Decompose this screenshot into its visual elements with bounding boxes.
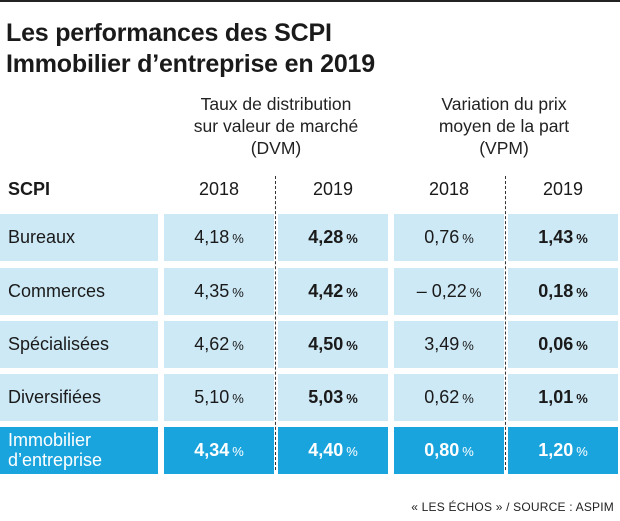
table-row-diversifiees: Diversifiées 5,10% 5,03% 0,62% 1,01% bbox=[0, 374, 620, 421]
value: 5,03 bbox=[308, 387, 344, 407]
dvm-header-line-1: Taux de distribution bbox=[200, 94, 352, 114]
value: 4,40 bbox=[308, 440, 344, 460]
value: 4,42 bbox=[308, 281, 344, 301]
dvm-2019-cell: 5,03% bbox=[278, 374, 388, 421]
unit-label: % bbox=[462, 338, 474, 353]
value: – 0,22 bbox=[416, 281, 467, 301]
vpm-2018-header: 2018 bbox=[428, 179, 470, 199]
unit-label: % bbox=[346, 231, 358, 246]
row-label: Commerces bbox=[0, 268, 158, 315]
vpm-2018-cell: – 0,22% bbox=[394, 268, 504, 315]
value: 4,18 bbox=[194, 227, 230, 247]
table-row-commerces: Commerces 4,35% 4,42% – 0,22% 0,18% bbox=[0, 268, 620, 315]
total-row-label: Immobilier d’entreprise bbox=[0, 427, 158, 474]
column-divider-vpm bbox=[505, 176, 506, 470]
title-line-2: Immobilier d’entreprise en 2019 bbox=[6, 50, 375, 78]
vpm-header-line-2: moyen de la part bbox=[438, 116, 570, 136]
unit-label: % bbox=[346, 444, 358, 459]
value: 4,34 bbox=[194, 440, 230, 460]
value: 4,35 bbox=[194, 281, 230, 301]
unit-label: % bbox=[346, 391, 358, 406]
unit-label: % bbox=[462, 231, 474, 246]
value: 5,10 bbox=[194, 387, 230, 407]
table-row-bureaux: Bureaux 4,18% 4,28% 0,76% 1,43% bbox=[0, 214, 620, 261]
dvm-2018-cell: 4,34% bbox=[164, 427, 274, 474]
value: 3,49 bbox=[424, 334, 460, 354]
vpm-2018-cell: 3,49% bbox=[394, 321, 504, 368]
unit-label: % bbox=[576, 391, 588, 406]
dvm-header-line-3: (DVM) bbox=[250, 138, 302, 158]
dvm-header-line-2: sur valeur de marché bbox=[193, 116, 359, 136]
unit-label: % bbox=[346, 338, 358, 353]
total-label-line-1: Immobilier bbox=[8, 430, 92, 450]
unit-label: % bbox=[576, 444, 588, 459]
value: 4,62 bbox=[194, 334, 230, 354]
unit-label: % bbox=[462, 391, 474, 406]
value: 0,62 bbox=[424, 387, 460, 407]
unit-label: % bbox=[462, 444, 474, 459]
dvm-2018-cell: 4,62% bbox=[164, 321, 274, 368]
unit-label: % bbox=[469, 285, 482, 300]
dvm-2019-cell: 4,28% bbox=[278, 214, 388, 261]
dvm-2018-cell: 4,18% bbox=[164, 214, 274, 261]
unit-label: % bbox=[232, 285, 244, 300]
dvm-2018-cell: 5,10% bbox=[164, 374, 274, 421]
table-row-specialisees: Spécialisées 4,62% 4,50% 3,49% 0,06% bbox=[0, 321, 620, 368]
unit-label: % bbox=[346, 285, 358, 300]
value: 4,50 bbox=[308, 334, 344, 354]
vpm-2019-cell: 0,18% bbox=[508, 268, 618, 315]
vpm-header-line-3: (VPM) bbox=[479, 138, 529, 158]
vpm-2019-cell: 1,20% bbox=[508, 427, 618, 474]
dvm-2019-cell: 4,40% bbox=[278, 427, 388, 474]
vpm-2018-cell: 0,62% bbox=[394, 374, 504, 421]
title-line-1: Les performances des SCPI bbox=[6, 19, 332, 47]
row-label: Diversifiées bbox=[0, 374, 158, 421]
dvm-2018-header: 2018 bbox=[198, 179, 240, 199]
dvm-2018-cell: 4,35% bbox=[164, 268, 274, 315]
value: 0,80 bbox=[424, 440, 460, 460]
table-row-total: Immobilier d’entreprise 4,34% 4,40% 0,80… bbox=[0, 427, 620, 474]
value: 4,28 bbox=[308, 227, 344, 247]
vpm-2019-header: 2019 bbox=[542, 179, 584, 199]
top-rule bbox=[0, 0, 620, 2]
chart-title: Les performances des SCPI Immobilier d’e… bbox=[6, 18, 606, 80]
vpm-2018-cell: 0,76% bbox=[394, 214, 504, 261]
vpm-2019-cell: 1,01% bbox=[508, 374, 618, 421]
dvm-group-header: Taux de distribution sur valeur de march… bbox=[162, 93, 390, 159]
unit-label: % bbox=[576, 285, 588, 300]
column-divider-dvm bbox=[275, 176, 276, 470]
scpi-column-header: SCPI bbox=[8, 179, 51, 199]
vpm-2019-cell: 0,06% bbox=[508, 321, 618, 368]
value: 1,20 bbox=[538, 440, 574, 460]
value: 0,76 bbox=[424, 227, 460, 247]
unit-label: % bbox=[232, 338, 244, 353]
row-label: Spécialisées bbox=[0, 321, 158, 368]
unit-label: % bbox=[232, 231, 244, 246]
value: 0,18 bbox=[538, 281, 574, 301]
value: 1,43 bbox=[538, 227, 574, 247]
value: 0,06 bbox=[538, 334, 574, 354]
unit-label: % bbox=[232, 391, 244, 406]
dvm-2019-cell: 4,50% bbox=[278, 321, 388, 368]
dvm-2019-cell: 4,42% bbox=[278, 268, 388, 315]
source-note: « LES ÉCHOS » / SOURCE : ASPIM bbox=[411, 500, 614, 514]
vpm-group-header: Variation du prix moyen de la part (VPM) bbox=[390, 93, 618, 159]
vpm-header-line-1: Variation du prix bbox=[441, 94, 567, 114]
dvm-2019-header: 2019 bbox=[312, 179, 354, 199]
value: 1,01 bbox=[538, 387, 574, 407]
unit-label: % bbox=[576, 231, 588, 246]
unit-label: % bbox=[232, 444, 244, 459]
total-label-line-2: d’entreprise bbox=[8, 450, 103, 470]
unit-label: % bbox=[576, 338, 588, 353]
vpm-2019-cell: 1,43% bbox=[508, 214, 618, 261]
vpm-2018-cell: 0,80% bbox=[394, 427, 504, 474]
row-label: Bureaux bbox=[0, 214, 158, 261]
